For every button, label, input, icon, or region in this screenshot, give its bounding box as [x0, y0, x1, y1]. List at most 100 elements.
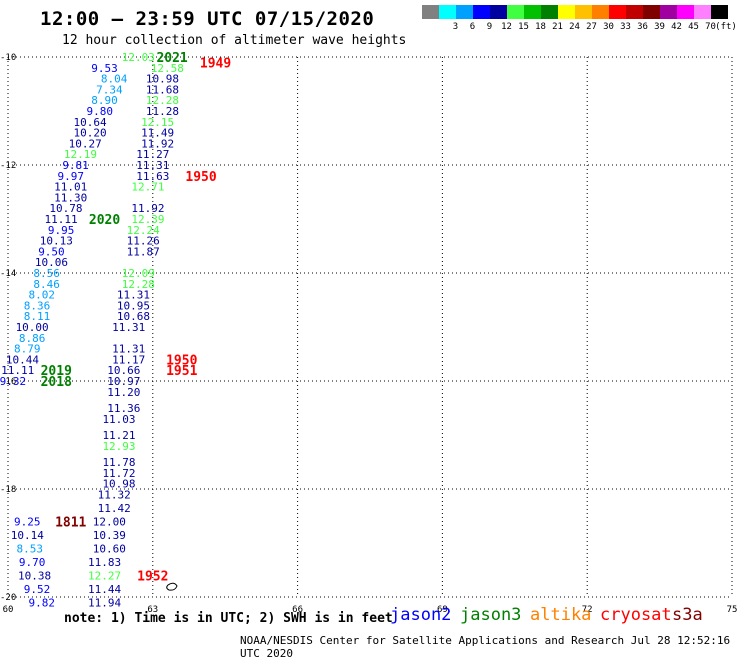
data-point-label: 8.36 — [24, 299, 51, 312]
y-tick-label: -10 — [0, 53, 16, 63]
data-point-label: 10.39 — [93, 529, 126, 542]
time-annotation: 2020 — [89, 213, 120, 228]
x-tick-label: 66 — [292, 605, 303, 615]
time-annotation: 2018 — [41, 375, 72, 390]
data-point-label: 10.13 — [40, 235, 73, 248]
data-point-label: 11.28 — [146, 105, 179, 118]
data-point-label: 10.95 — [117, 299, 150, 312]
data-point-label: 10.98 — [146, 73, 179, 86]
legend-label: 6 — [469, 22, 476, 32]
data-point-label: 11.17 — [112, 353, 145, 366]
data-point-label: 10.68 — [117, 310, 150, 323]
data-point-label: 11.94 — [88, 596, 121, 609]
data-point-label: 12.03 — [122, 51, 155, 64]
data-point-label: 11.31 — [136, 159, 169, 172]
legend-swatch — [439, 5, 456, 19]
data-point-label: 10.44 — [6, 353, 39, 366]
data-point-label: 11.83 — [88, 556, 121, 569]
satellite-label: altika — [530, 605, 592, 625]
data-point-label: 9.53 — [91, 62, 118, 75]
data-point-label: 12.27 — [88, 569, 121, 582]
data-point-label: 11.30 — [54, 191, 87, 204]
data-point-label: 11.36 — [107, 402, 140, 415]
satellite-label: jason3 — [460, 605, 522, 625]
legend-swatch — [541, 5, 558, 19]
chart-title: 12:00 – 23:59 UTC 07/15/2020 — [40, 8, 375, 30]
data-point-label: 12.39 — [131, 213, 164, 226]
data-point-label: 11.92 — [141, 137, 174, 150]
data-point-label: 9.81 — [62, 159, 89, 172]
time-annotation: 1811 — [55, 515, 86, 530]
footer-note: note: 1) Time is in UTC; 2) SWH is in fe… — [64, 611, 393, 626]
data-point-label: 9.97 — [57, 170, 84, 183]
time-annotation: 2019 — [41, 364, 72, 379]
data-point-label: 8.46 — [33, 278, 60, 291]
data-point-label: 12.15 — [141, 116, 174, 129]
legend-label: 9 — [486, 22, 493, 32]
legend-swatch — [456, 5, 473, 19]
legend-swatch — [473, 5, 490, 19]
data-point-label: 10.20 — [73, 127, 106, 140]
legend-swatch — [609, 5, 626, 19]
data-point-label: 11.87 — [127, 245, 160, 258]
data-point-label: 9.32 — [0, 375, 26, 388]
satellite-label: s3a — [672, 605, 703, 625]
satellite-label: cryosat — [600, 605, 672, 625]
data-point-label: 11.03 — [102, 413, 135, 426]
data-point-label: 11.21 — [102, 429, 135, 442]
legend-label: 39 — [654, 22, 665, 32]
legend-label: 45 — [688, 22, 699, 32]
legend-label: 21 — [552, 22, 563, 32]
legend-label: 18 — [535, 22, 546, 32]
data-point-label: 11.49 — [141, 127, 174, 140]
data-point-label: 12.00 — [93, 515, 126, 528]
legend-swatch — [711, 5, 728, 19]
credit-line: NOAA/NESDIS Center for Satellite Applica… — [240, 634, 731, 660]
x-tick-label: 75 — [727, 605, 738, 615]
legend-swatch — [490, 5, 507, 19]
x-tick-label: 63 — [147, 605, 158, 615]
data-point-label: 11.01 — [54, 181, 87, 194]
data-point-label: 9.70 — [19, 556, 46, 569]
data-point-label: 12.58 — [151, 62, 184, 75]
data-point-label: 9.80 — [86, 105, 113, 118]
data-point-label: 10.66 — [107, 364, 140, 377]
data-point-label: 8.86 — [19, 332, 46, 345]
legend-swatch — [575, 5, 592, 19]
y-tick-label: -16 — [0, 377, 16, 387]
data-point-label: 12.09 — [122, 267, 155, 280]
data-point-label: 11.92 — [131, 202, 164, 215]
data-point-label: 10.38 — [18, 569, 51, 582]
data-point-label: 8.90 — [91, 94, 118, 107]
time-annotation: 1950 — [166, 353, 197, 368]
data-point-label: 8.04 — [101, 73, 128, 86]
data-point-label: 10.60 — [93, 542, 126, 555]
data-point-label: 11.72 — [102, 467, 135, 480]
legend-label: 30 — [603, 22, 614, 32]
time-annotation: 2021 — [156, 51, 187, 66]
data-point-label: 12.28 — [146, 94, 179, 107]
data-point-label: 12.28 — [122, 278, 155, 291]
legend-label: 3 — [452, 22, 459, 32]
data-point-label: 11.42 — [98, 502, 131, 515]
data-point-label: 9.25 — [14, 515, 41, 528]
legend-label: 27 — [586, 22, 597, 32]
legend-swatch — [592, 5, 609, 19]
data-point-label: 10.06 — [35, 256, 68, 269]
legend-label: 12 — [501, 22, 512, 32]
data-point-label: 9.95 — [48, 224, 75, 237]
legend-swatch — [626, 5, 643, 19]
legend-swatch — [643, 5, 660, 19]
time-annotation: 1950 — [185, 170, 216, 185]
data-point-label: 11.20 — [107, 386, 140, 399]
data-point-label: 11.44 — [88, 583, 121, 596]
data-point-label: 11.31 — [112, 321, 145, 334]
satellite-label: jason2 — [390, 605, 452, 625]
legend-label: 15 — [518, 22, 529, 32]
y-tick-label: -18 — [0, 485, 16, 495]
data-point-label: 10.27 — [69, 137, 102, 150]
legend-swatch — [694, 5, 711, 19]
data-point-label: 10.97 — [107, 375, 140, 388]
data-point-label: 11.78 — [102, 456, 135, 469]
